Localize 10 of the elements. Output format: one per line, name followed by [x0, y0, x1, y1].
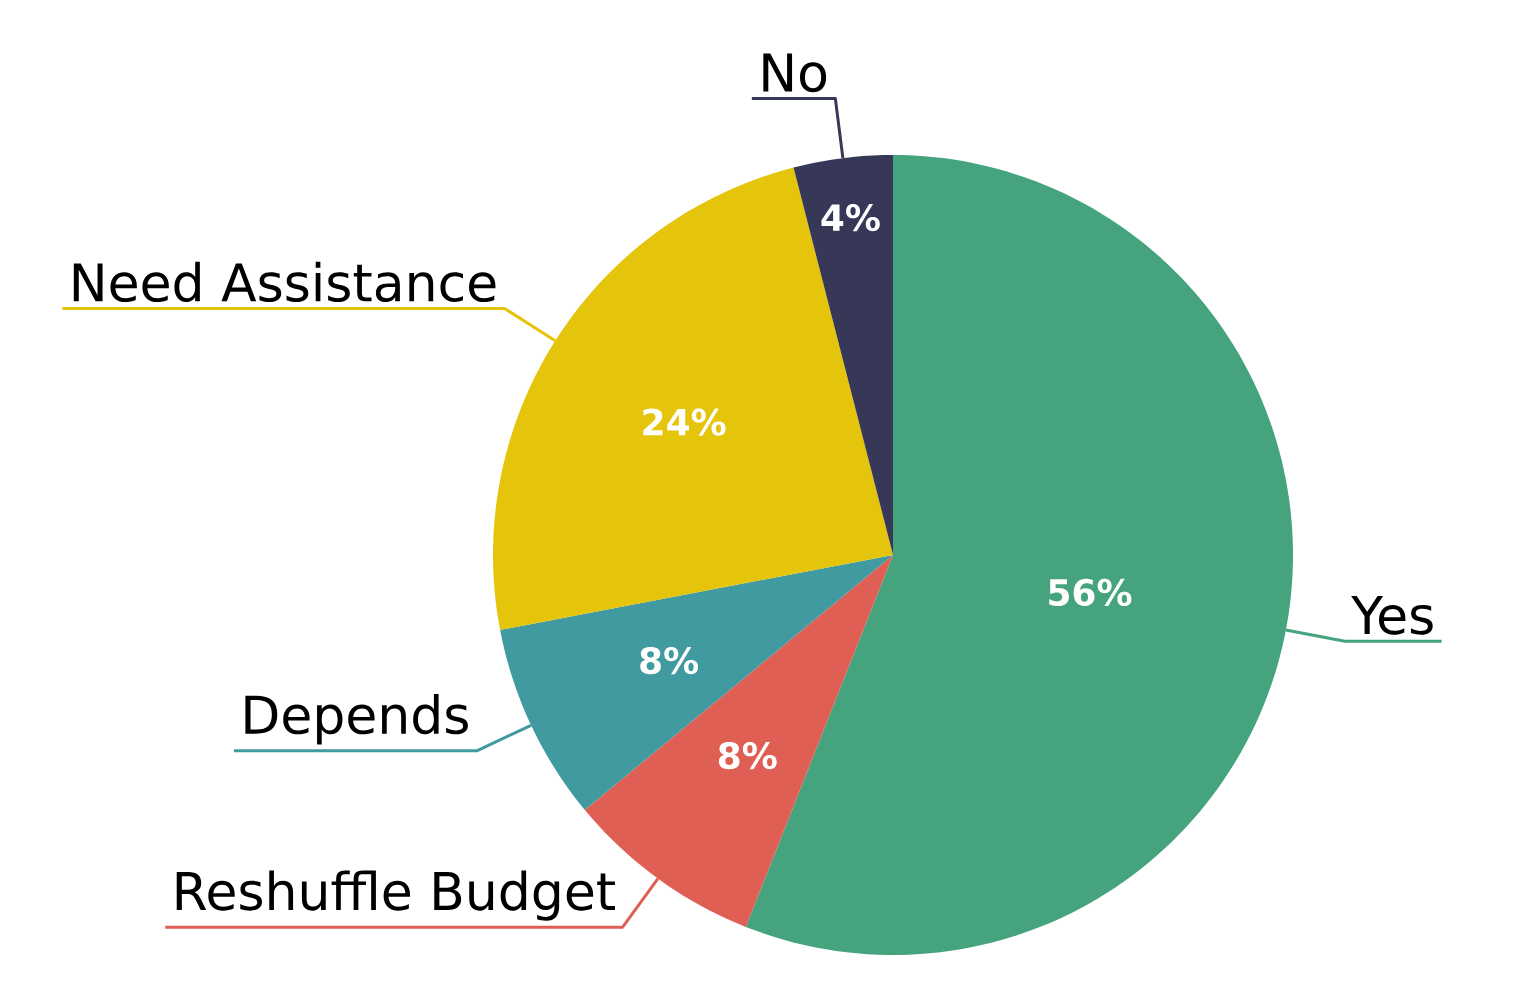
- slice-label: Depends: [245, 694, 468, 745]
- slice-label: Yes: [1351, 596, 1433, 635]
- data-label: 4%: [821, 204, 880, 232]
- data-label: 56%: [1049, 578, 1132, 607]
- slice-label: No: [763, 53, 827, 93]
- data-label: 8%: [718, 742, 777, 770]
- slice-label: Need Assistance: [73, 261, 496, 303]
- data-label: 24%: [643, 408, 726, 436]
- slice-label: Reshuffle Budget: [176, 870, 615, 921]
- data-label: 8%: [640, 646, 699, 675]
